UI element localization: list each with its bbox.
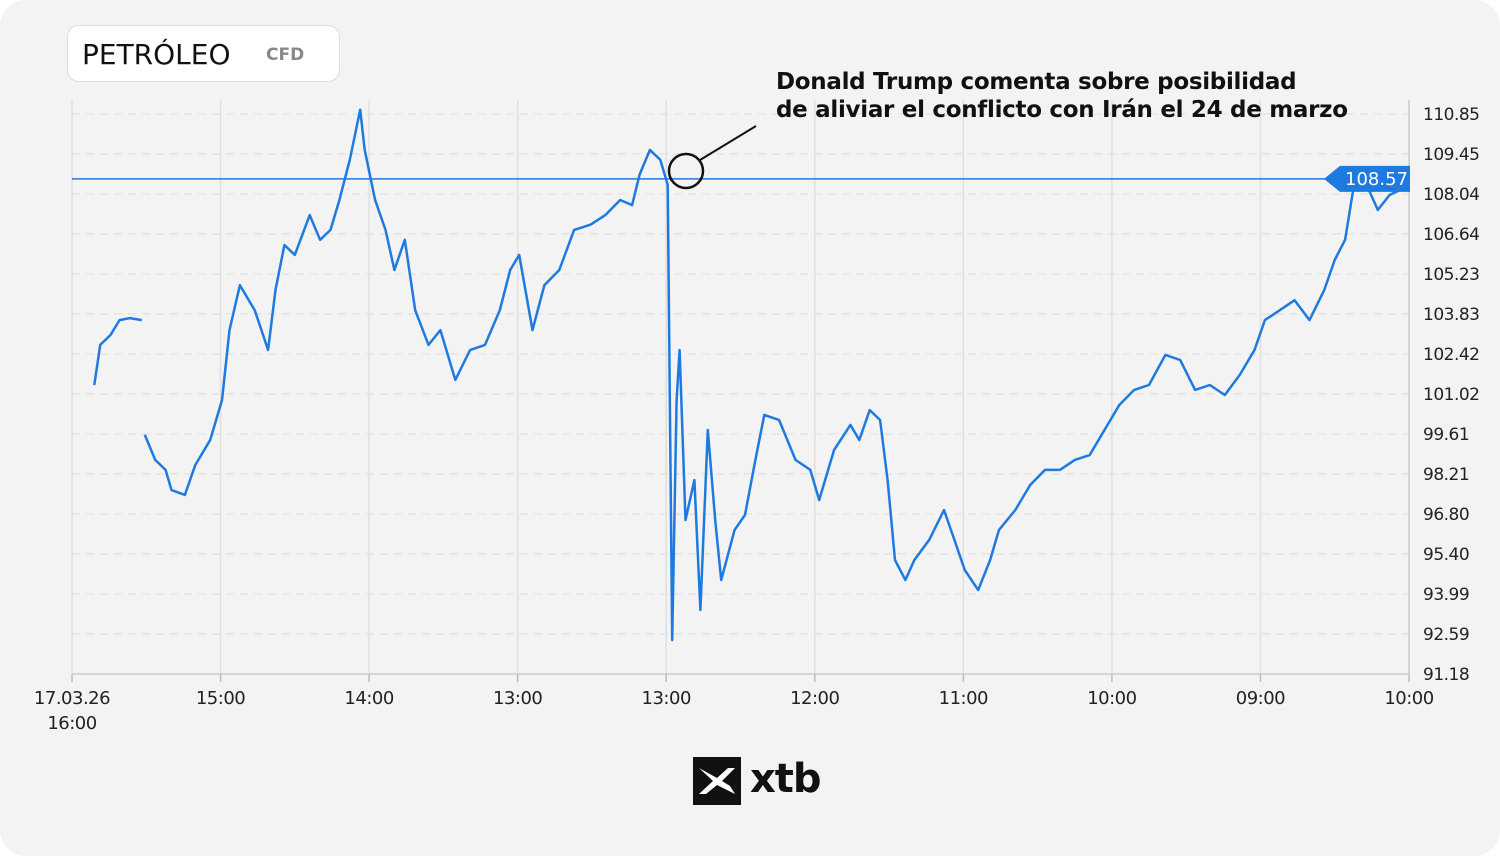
y-tick-label: 91.18 <box>1423 665 1469 685</box>
price-line <box>93 108 1401 642</box>
chart-title: PETRÓLEO <box>82 38 231 71</box>
annotation: Donald Trump comenta sobre posibilidad d… <box>776 69 1348 123</box>
y-tick-label: 92.59 <box>1423 625 1469 645</box>
y-tick-label: 101.02 <box>1423 385 1479 405</box>
y-tick-label: 102.42 <box>1423 345 1479 365</box>
y-tick-label: 99.61 <box>1423 425 1469 445</box>
x-tick-label: 10:00 <box>1384 688 1434 709</box>
x-tick-label: 13:00 <box>641 688 692 709</box>
y-tick-label: 95.40 <box>1423 545 1469 565</box>
annotation-circle <box>667 152 705 190</box>
y-tick-label: 108.04 <box>1423 185 1479 205</box>
chart-subtitle: CFD <box>266 45 305 65</box>
y-tick-label: 96.80 <box>1423 505 1469 525</box>
y-tick-label: 105.23 <box>1423 265 1479 285</box>
logo-icon-mark <box>699 768 735 794</box>
x-tick-label: 13:00 <box>492 688 543 709</box>
y-tick-label: 93.99 <box>1423 585 1469 605</box>
y-tick-label: 98.21 <box>1423 465 1469 485</box>
last-price-label: 108.57 <box>1345 169 1408 190</box>
y-tick-label: 103.83 <box>1423 305 1479 325</box>
x-tick-label: 12:00 <box>790 688 840 709</box>
x-tick-label: 10:00 <box>1087 688 1137 709</box>
x-tick-label: 15:00 <box>195 688 246 709</box>
x-tick-label: 09:00 <box>1235 688 1286 709</box>
x-tick-label: 11:00 <box>938 688 989 709</box>
annotation-leader <box>699 125 757 161</box>
y-tick-label: 106.64 <box>1423 225 1479 245</box>
x-tick-label: 17.03.26 16:00 <box>33 688 111 734</box>
y-tick-label: 110.85 <box>1423 105 1479 125</box>
last-price-tag <box>1324 165 1410 192</box>
y-tick-label: 109.45 <box>1423 145 1479 165</box>
grid <box>71 100 1410 682</box>
logo-text: xtb <box>750 756 822 802</box>
x-tick-label: 14:00 <box>344 688 394 709</box>
title-box: PETRÓLEO CFD <box>67 25 340 82</box>
foreground: 91.18 92.59 93.99 95.40 96.80 98.21 99.61 101.0… <box>72 105 1480 685</box>
